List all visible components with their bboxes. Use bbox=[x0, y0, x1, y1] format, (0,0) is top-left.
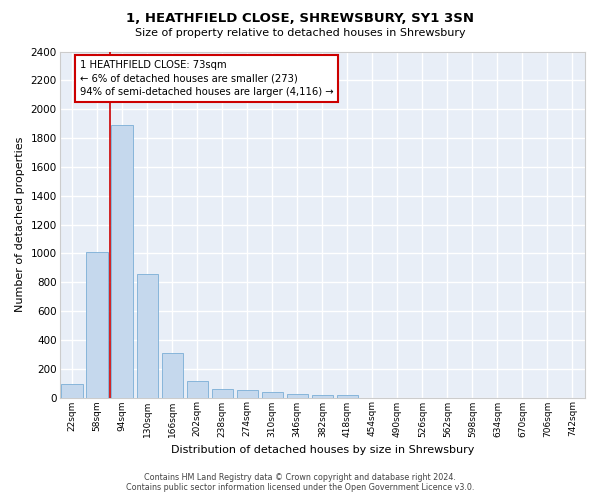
Bar bbox=[311, 395, 333, 398]
Bar bbox=[86, 252, 108, 398]
Text: Contains HM Land Registry data © Crown copyright and database right 2024.
Contai: Contains HM Land Registry data © Crown c… bbox=[126, 473, 474, 492]
Bar bbox=[287, 394, 308, 398]
Bar bbox=[236, 390, 258, 398]
Text: 1 HEATHFIELD CLOSE: 73sqm
← 6% of detached houses are smaller (273)
94% of semi-: 1 HEATHFIELD CLOSE: 73sqm ← 6% of detach… bbox=[80, 60, 333, 96]
X-axis label: Distribution of detached houses by size in Shrewsbury: Distribution of detached houses by size … bbox=[170, 445, 474, 455]
Text: Size of property relative to detached houses in Shrewsbury: Size of property relative to detached ho… bbox=[134, 28, 466, 38]
Bar bbox=[187, 381, 208, 398]
Y-axis label: Number of detached properties: Number of detached properties bbox=[15, 137, 25, 312]
Text: 1, HEATHFIELD CLOSE, SHREWSBURY, SY1 3SN: 1, HEATHFIELD CLOSE, SHREWSBURY, SY1 3SN bbox=[126, 12, 474, 26]
Bar bbox=[112, 125, 133, 398]
Bar bbox=[337, 396, 358, 398]
Bar bbox=[212, 389, 233, 398]
Bar bbox=[137, 274, 158, 398]
Bar bbox=[161, 353, 183, 398]
Bar bbox=[61, 384, 83, 398]
Bar bbox=[262, 392, 283, 398]
